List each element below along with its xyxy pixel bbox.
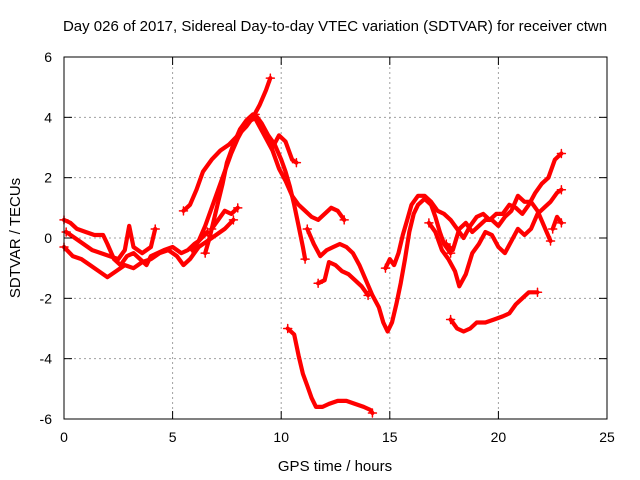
series-point-arc-10-0 [302,224,313,234]
series-arc-8 [250,109,302,168]
axis-ticks [63,56,608,420]
y-tick-labels: -6 -4 -2 0 2 4 6 [40,49,53,427]
series-arc-11 [313,260,373,301]
series-line-arc-6 [203,112,347,256]
y-tick-label-0: -6 [40,411,53,427]
series-point-arc-9-0 [282,323,293,334]
series-line-arc-11 [316,260,371,298]
series-line-arc-4 [181,76,273,213]
chart-title: Day 026 of 2017, Sidereal Day-to-day VTE… [63,18,607,35]
series-point-arc-6-0 [200,248,210,258]
series-line-arc-2 [61,217,236,280]
series-point-arc-11-1 [363,290,373,301]
series-line-arc-7 [209,205,240,231]
series-line-arc-3 [64,223,158,262]
series-point-arc-7-1 [233,203,243,213]
y-tick-label-4: 2 [44,170,52,186]
series-point-arc-6-1 [339,215,349,225]
series-point-arc-4-1 [265,73,276,83]
series-arc-9 [282,323,378,418]
series-arc-15 [547,214,567,234]
x-tick-labels: 0 5 10 15 20 25 [60,429,615,445]
series-line-arc-14 [444,193,553,253]
x-tick-label-0: 0 [60,429,68,445]
series-line-arc-9 [285,326,375,416]
series-point-arc-3-1 [150,224,160,234]
x-tick-label-1: 5 [169,429,177,445]
x-tick-label-2: 10 [273,429,289,445]
series-line-arc-10 [305,196,453,334]
series-arc-3 [61,223,160,262]
series-point-arc-4-0 [178,206,189,216]
series-arc-4 [178,73,276,216]
y-tick-label-1: -4 [40,351,53,367]
series-point-arc-8-1 [291,157,302,168]
data-series [59,73,567,418]
series-arc-6 [200,112,349,258]
series-point-arc-5-0 [187,245,197,255]
series-arc-10 [302,196,456,334]
gridlines [64,57,607,419]
series-point-arc-16-1 [532,287,543,298]
y-axis-label: SDTVAR / TECUs [7,178,24,298]
x-tick-label-5: 25 [599,429,615,445]
series-line-arc-13 [426,187,564,289]
series-line-arc-15 [550,214,564,231]
series-point-arc-5-1 [300,254,310,264]
series-arc-13 [424,184,567,289]
series-point-arc-12-1 [556,148,567,159]
series-point-arc-16-0 [445,314,456,325]
x-tick-label-4: 20 [491,429,507,445]
series-arc-7 [206,203,243,234]
series-point-arc-11-0 [313,278,323,288]
series-point-arc-9-1 [367,408,378,418]
series-line-arc-16 [448,290,540,334]
y-tick-label-2: -2 [40,290,53,306]
y-tick-label-3: 0 [44,230,52,246]
series-line-arc-8 [253,112,299,165]
series-point-arc-12-0 [380,263,391,273]
series-point-arc-2-1 [228,215,239,225]
series-arc-16 [445,287,543,334]
x-axis-label: GPS time / hours [278,458,392,475]
series-point-arc-14-1 [545,236,556,246]
y-tick-label-6: 6 [44,49,52,65]
series-point-arc-15-1 [556,218,567,228]
series-arc-14 [441,193,556,253]
series-point-arc-14-0 [441,239,452,249]
series-line-arc-1 [61,217,210,268]
series-point-arc-13-1 [556,184,567,195]
series-point-arc-7-0 [206,224,217,234]
series-point-arc-8-0 [250,109,260,120]
y-tick-label-5: 4 [44,109,52,125]
series-point-arc-15-0 [547,224,558,234]
series-point-arc-13-0 [424,218,434,228]
x-tick-label-3: 15 [382,429,398,445]
